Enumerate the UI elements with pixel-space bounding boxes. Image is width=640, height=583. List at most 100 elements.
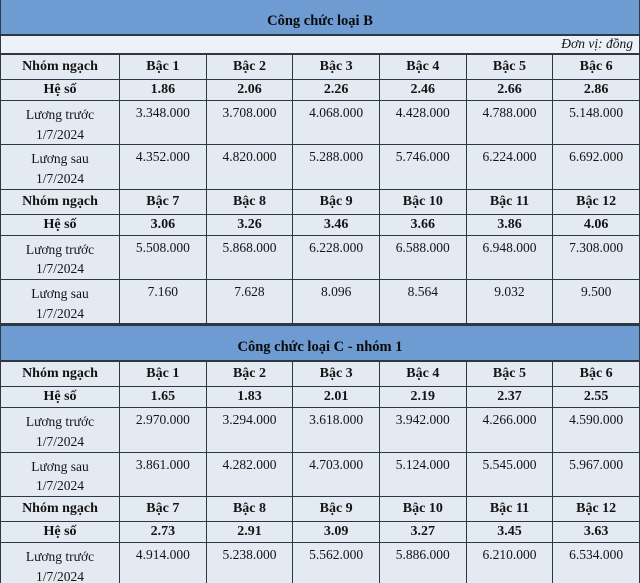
value-cell: 2.01 xyxy=(292,386,380,409)
column-header: Bậc 6 xyxy=(552,360,640,388)
value-cell: 2.37 xyxy=(465,386,554,409)
column-header: Bậc 8 xyxy=(205,495,294,522)
value-cell: 4.428.000 xyxy=(378,100,467,146)
value-cell: 4.068.000 xyxy=(292,100,380,146)
value-cell: 5.868.000 xyxy=(205,234,294,280)
row-label: Hệ số xyxy=(0,520,120,543)
value-cell: 6.210.000 xyxy=(465,541,554,583)
unit-row: Đơn vị: đồng xyxy=(0,34,640,55)
value-cell: 9.500 xyxy=(552,278,640,325)
value-cell: 4.703.000 xyxy=(292,451,380,497)
column-header-row: Nhóm ngạch Bậc 1 Bậc 2 Bậc 3 Bậc 4 Bậc 5 Bậc 6 xyxy=(0,53,640,80)
unit-label: Đơn vị: đồng xyxy=(0,34,640,55)
column-header-row: Nhóm ngạch Bậc 7 Bậc 8 Bậc 9 Bậc 10 Bậc 11 Bậc… xyxy=(0,188,640,215)
column-header: Bậc 7 xyxy=(119,188,207,215)
column-header: Bậc 1 xyxy=(119,360,207,388)
table-banner-row: Công chức loại C - nhóm 1 xyxy=(0,324,640,363)
value-cell: 3.09 xyxy=(292,520,380,543)
value-cell: 3.708.000 xyxy=(205,100,294,146)
value-cell: 5.886.000 xyxy=(378,541,467,583)
value-cell: 3.942.000 xyxy=(378,407,467,453)
data-row: Lương sau 1/7/2024 7.160 7.628 8.096 8.564 9.… xyxy=(0,278,640,325)
row-label-header: Nhóm ngạch xyxy=(0,188,120,215)
value-cell: 3.294.000 xyxy=(205,407,294,453)
value-cell: 3.348.000 xyxy=(119,100,207,146)
value-cell: 5.238.000 xyxy=(205,541,294,583)
value-cell: 7.308.000 xyxy=(552,234,640,280)
value-cell: 6.588.000 xyxy=(378,234,467,280)
value-cell: 3.45 xyxy=(465,520,554,543)
row-label-header: Nhóm ngạch xyxy=(0,360,120,388)
table-title: Công chức loại C - nhóm 1 xyxy=(0,324,640,363)
data-row: Hệ số 2.73 2.91 3.09 3.27 3.45 3.63 xyxy=(0,520,640,543)
value-cell: 5.967.000 xyxy=(552,451,640,497)
value-cell: 3.63 xyxy=(552,520,640,543)
column-header: Bậc 5 xyxy=(465,360,554,388)
column-header: Bậc 3 xyxy=(292,360,380,388)
value-cell: 4.914.000 xyxy=(119,541,207,583)
table-banner-row: Công chức loại B xyxy=(0,0,640,36)
value-cell: 6.224.000 xyxy=(465,144,554,190)
salary-table: Công chức loại B Đơn vị: đồng Nhóm ngạch Bậ… xyxy=(0,0,640,325)
row-label: Lương sau 1/7/2024 xyxy=(0,278,120,325)
row-label: Hệ số xyxy=(0,213,120,236)
value-cell: 5.288.000 xyxy=(292,144,380,190)
value-cell: 5.746.000 xyxy=(378,144,467,190)
value-cell: 4.06 xyxy=(552,213,640,236)
value-cell: 5.124.000 xyxy=(378,451,467,497)
column-header: Bậc 4 xyxy=(378,360,467,388)
data-row: Hệ số 1.65 1.83 2.01 2.19 2.37 2.55 xyxy=(0,386,640,409)
column-header: Bậc 7 xyxy=(119,495,207,522)
data-row: Lương trước 1/7/2024 4.914.000 5.238.000 5.… xyxy=(0,541,640,583)
value-cell: 4.282.000 xyxy=(205,451,294,497)
data-row: Hệ số 3.06 3.26 3.46 3.66 3.86 4.06 xyxy=(0,213,640,236)
value-cell: 2.26 xyxy=(292,78,380,102)
column-header: Bậc 10 xyxy=(378,188,467,215)
value-cell: 2.86 xyxy=(552,78,640,102)
data-row: Lương sau 1/7/2024 4.352.000 4.820.000 5.28… xyxy=(0,144,640,190)
value-cell: 4.352.000 xyxy=(119,144,207,190)
value-cell: 3.861.000 xyxy=(119,451,207,497)
row-label: Lương sau 1/7/2024 xyxy=(0,144,120,190)
value-cell: 3.86 xyxy=(465,213,554,236)
value-cell: 2.66 xyxy=(465,78,554,102)
row-label-header: Nhóm ngạch xyxy=(0,495,120,522)
column-header: Bậc 1 xyxy=(119,53,207,80)
row-label: Hệ số xyxy=(0,78,120,102)
value-cell: 2.970.000 xyxy=(119,407,207,453)
value-cell: 1.65 xyxy=(119,386,207,409)
data-row: Lương sau 1/7/2024 3.861.000 4.282.000 4.70… xyxy=(0,451,640,497)
value-cell: 9.032 xyxy=(465,278,554,325)
salary-table: Công chức loại C - nhóm 1 Nhóm ngạch Bậc 1… xyxy=(0,324,640,583)
value-cell: 4.820.000 xyxy=(205,144,294,190)
value-cell: 2.73 xyxy=(119,520,207,543)
column-header: Bậc 4 xyxy=(378,53,467,80)
table-title: Công chức loại B xyxy=(0,0,640,36)
value-cell: 8.096 xyxy=(292,278,380,325)
column-header-row: Nhóm ngạch Bậc 1 Bậc 2 Bậc 3 Bậc 4 Bậc 5 Bậc 6 xyxy=(0,360,640,388)
column-header: Bậc 12 xyxy=(552,188,640,215)
value-cell: 1.86 xyxy=(119,78,207,102)
value-cell: 5.148.000 xyxy=(552,100,640,146)
value-cell: 3.06 xyxy=(119,213,207,236)
row-label-header: Nhóm ngạch xyxy=(0,53,120,80)
data-row: Lương trước 1/7/2024 3.348.000 3.708.000 4.… xyxy=(0,100,640,146)
data-row: Lương trước 1/7/2024 2.970.000 3.294.000 3.… xyxy=(0,407,640,453)
row-label: Hệ số xyxy=(0,386,120,409)
row-label: Lương trước 1/7/2024 xyxy=(0,407,120,453)
value-cell: 6.534.000 xyxy=(552,541,640,583)
value-cell: 5.508.000 xyxy=(119,234,207,280)
value-cell: 3.66 xyxy=(378,213,467,236)
column-header: Bậc 2 xyxy=(205,360,294,388)
column-header: Bậc 9 xyxy=(292,188,380,215)
value-cell: 2.46 xyxy=(378,78,467,102)
column-header: Bậc 10 xyxy=(378,495,467,522)
value-cell: 4.788.000 xyxy=(465,100,554,146)
value-cell: 4.590.000 xyxy=(552,407,640,453)
row-label: Lương sau 1/7/2024 xyxy=(0,451,120,497)
column-header: Bậc 6 xyxy=(552,53,640,80)
value-cell: 6.692.000 xyxy=(552,144,640,190)
column-header: Bậc 12 xyxy=(552,495,640,522)
row-label: Lương trước 1/7/2024 xyxy=(0,100,120,146)
